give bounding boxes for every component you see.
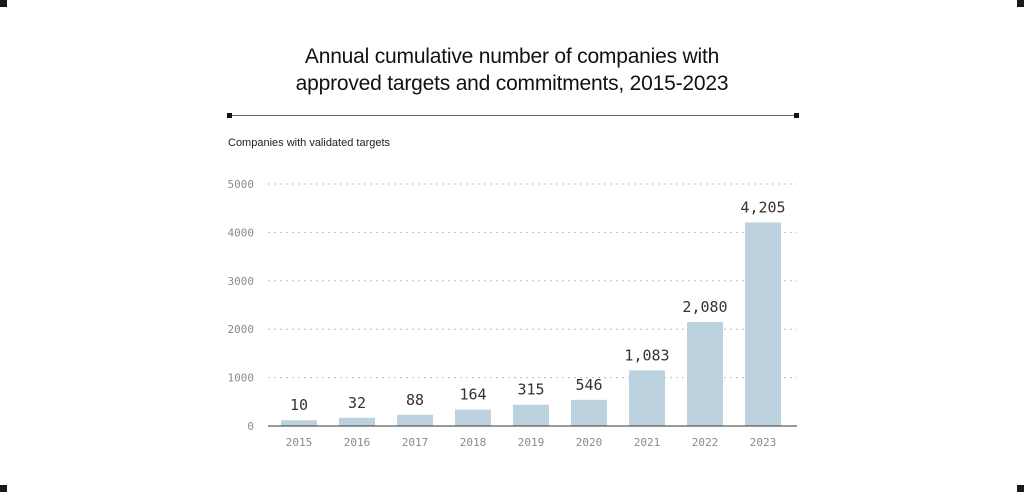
- chart-title: Annual cumulative number of companies wi…: [0, 43, 1024, 97]
- bar-value-label: 546: [575, 376, 602, 394]
- bar-value-label: 164: [459, 386, 486, 404]
- bar: [513, 404, 549, 426]
- bar-value-label: 4,205: [740, 198, 785, 216]
- bar: [455, 409, 491, 426]
- y-axis-caption: Companies with validated targets: [228, 137, 391, 149]
- bar-value-label: 315: [517, 381, 544, 399]
- x-tick-label: 2022: [692, 436, 719, 449]
- bar-value-label: 10: [290, 396, 308, 414]
- x-tick-label: 2023: [750, 436, 777, 449]
- chart-title-line-2: approved targets and commitments, 2015-2…: [295, 72, 729, 95]
- y-tick-label: 1000: [228, 372, 255, 385]
- y-tick-label: 4000: [228, 226, 255, 239]
- x-tick-label: 2020: [576, 436, 603, 449]
- y-tick-label: 3000: [228, 275, 255, 288]
- bar: [397, 414, 433, 426]
- bar: [687, 321, 723, 426]
- bar-value-label: 88: [406, 391, 424, 409]
- y-tick-label: 0: [247, 420, 254, 433]
- bar-value-label: 32: [348, 394, 366, 412]
- bar: [339, 417, 375, 426]
- x-tick-label: 2016: [344, 436, 371, 449]
- title-divider: [229, 115, 797, 116]
- bar: [745, 222, 781, 426]
- chart-title-line-1: Annual cumulative number of companies wi…: [304, 45, 720, 68]
- corner-mark-bottom-left: [0, 485, 7, 492]
- corner-mark-bottom-right: [1017, 485, 1024, 492]
- bar-value-label: 2,080: [682, 298, 727, 316]
- y-tick-label: 2000: [228, 323, 255, 336]
- x-tick-label: 2021: [634, 436, 661, 449]
- x-tick-label: 2019: [518, 436, 545, 449]
- corner-mark-top-left: [0, 0, 7, 7]
- y-tick-label: 5000: [228, 178, 255, 191]
- x-tick-label: 2015: [286, 436, 313, 449]
- corner-mark-top-right: [1017, 0, 1024, 7]
- bar: [629, 370, 665, 426]
- bar: [571, 399, 607, 426]
- x-tick-label: 2017: [402, 436, 429, 449]
- x-tick-label: 2018: [460, 436, 487, 449]
- divider-end-right: [794, 113, 799, 118]
- divider-end-left: [227, 113, 232, 118]
- bar: [281, 420, 317, 426]
- bar-value-label: 1,083: [624, 346, 669, 364]
